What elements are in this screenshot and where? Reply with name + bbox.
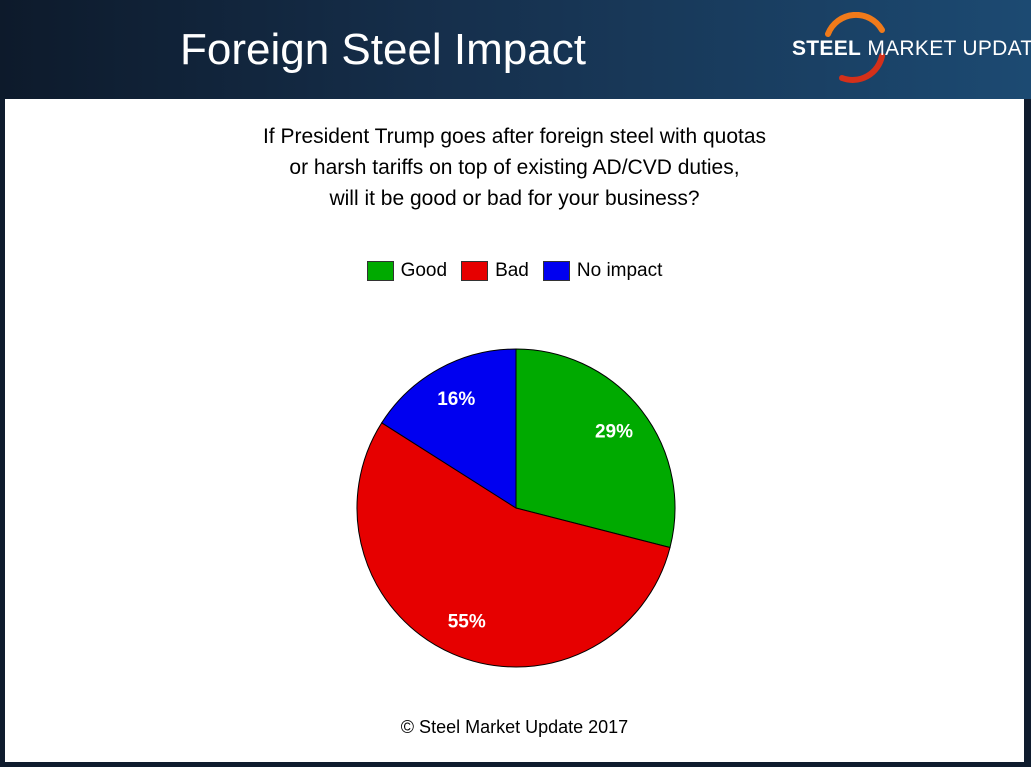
legend-label-bad: Bad [495,260,529,281]
chart-panel: If President Trump goes after foreign st… [5,99,1024,762]
legend-label-good: Good [400,260,448,281]
data-label-bad: 55% [448,611,486,632]
chart-title: If President Trump goes after foreign st… [5,121,1024,214]
copyright-footer: © Steel Market Update 2017 [400,717,629,737]
pie-slice-bad [356,422,671,668]
pie-chart: 29% 55% 16% [356,348,676,668]
data-label-no-impact: 16% [437,389,475,410]
chart-legend: Good Bad No impact [5,259,1024,283]
legend-swatch-no-impact [542,261,570,281]
legend-item-good: Good [366,259,448,283]
data-label-good: 29% [595,421,633,442]
legend-label-no-impact: No impact [576,260,663,281]
header-bar: Foreign Steel Impact STEEL MARKET UPDATE [0,0,1031,99]
chart-title-line-2: or harsh tariffs on top of existing AD/C… [289,156,740,179]
pie-slice-no-impact [381,348,517,509]
legend-item-bad: Bad [461,259,529,283]
pie-slice-good [515,348,676,549]
legend-swatch-bad [461,261,489,281]
logo-word-steel: STEEL [792,37,862,60]
logo-wordmark: STEEL MARKET UPDATE [792,37,1031,61]
legend-swatch-good [366,261,394,281]
chart-title-line-1: If President Trump goes after foreign st… [262,125,767,148]
logo-swoosh-icon [825,12,885,83]
legend-item-no-impact: No impact [542,259,663,283]
logo-word-market-update: MARKET UPDATE [867,37,1031,60]
chart-title-line-3: will it be good or bad for your business… [329,187,700,210]
steel-market-update-logo: STEEL MARKET UPDATE [790,12,1031,84]
page-title: Foreign Steel Impact [180,25,586,74]
